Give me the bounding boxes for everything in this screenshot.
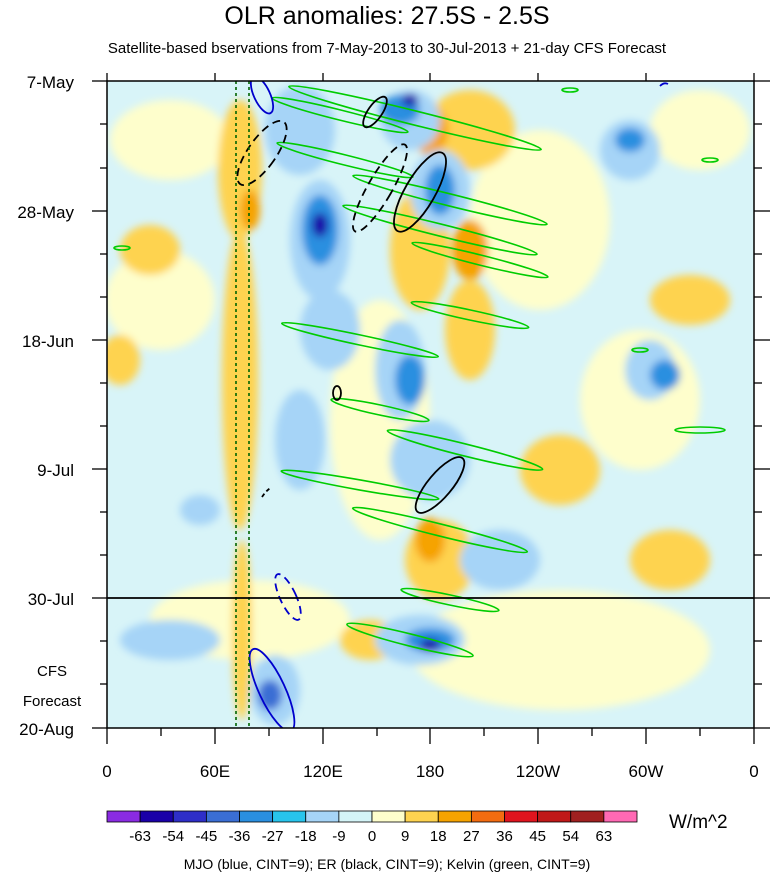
x-tick-label: 180 [416,762,444,781]
colorbar-label: -27 [262,828,284,845]
colorbar-label: -45 [196,828,218,845]
colorbar-swatch [504,810,539,823]
chart-title: OLR anomalies: 27.5S - 2.5S [224,2,550,30]
kelvin-contours [113,85,726,658]
y-tick-label: 20-Aug [19,720,74,739]
mjo-contours [248,81,669,728]
colorbar-label: 63 [596,828,613,845]
units-label: W/m^2 [669,812,728,833]
colorbar-swatch [437,810,472,823]
y-tick-label: 28-May [17,203,74,222]
y-tick-label: 30-Jul [28,590,74,609]
colorbar-label: 45 [529,828,546,845]
colorbar-label: -9 [332,828,345,845]
colorbar-swatch [205,810,240,823]
x-tick-label: 0 [749,762,758,781]
x-tick-label: 0 [102,762,111,781]
colorbar-swatch [272,810,307,823]
y-axis-ticks [92,80,770,729]
y-tick-label: 18-Jun [22,332,74,351]
y-tick-labels: 7-May 28-May 18-Jun 9-Jul 30-Jul 20-Aug [17,73,74,739]
colorbar-label: -18 [295,828,317,845]
x-tick-labels: 0 60E 120E 180 120W 60W 0 [102,762,758,781]
y-tick-label: 9-Jul [37,461,74,480]
x-tick-label: 60E [200,762,230,781]
colorbar-label: -36 [229,828,251,845]
x-tick-label: 120E [303,762,343,781]
colorbar-label: 27 [463,828,480,845]
colorbar-swatch [371,810,406,823]
colorbar-swatch [172,810,207,823]
colorbar-swatch [305,810,340,823]
colorbar-swatch [139,810,174,823]
colorbar-swatch [106,810,141,823]
forecast-label-line2: Forecast [23,693,82,710]
colorbar-swatch [537,810,572,823]
y-tick-label: 7-May [27,73,75,92]
forecast-label-line1: CFS [37,663,67,680]
chart-subtitle: Satellite-based bservations from 7-May-2… [107,40,667,57]
colorbar-swatch [404,810,439,823]
colorbar-label: 36 [496,828,513,845]
x-tick-label: 60W [629,762,664,781]
colorbar-label: -63 [129,828,151,845]
chart-footnote: MJO (blue, CINT=9); ER (black, CINT=9); … [183,856,591,872]
colorbar-swatch [603,810,638,823]
colorbar-label: 54 [562,828,579,845]
colorbar-label: 18 [430,828,447,845]
colorbar-label: 0 [368,828,376,845]
colorbar-swatch [470,810,505,823]
colorbar-label: -54 [162,828,184,845]
plot-area [107,81,754,728]
x-tick-label: 120W [516,762,560,781]
er-contours [236,95,466,514]
colorbar-swatch [239,810,274,823]
colorbar-swatch [570,810,605,823]
x-axis-ticks [106,73,755,744]
colorbar: -63 -54 -45 -36 -27 -18 -9 0 9 18 27 36 45 54 63 [106,810,638,845]
colorbar-label: 9 [401,828,409,845]
colorbar-swatch [338,810,373,823]
